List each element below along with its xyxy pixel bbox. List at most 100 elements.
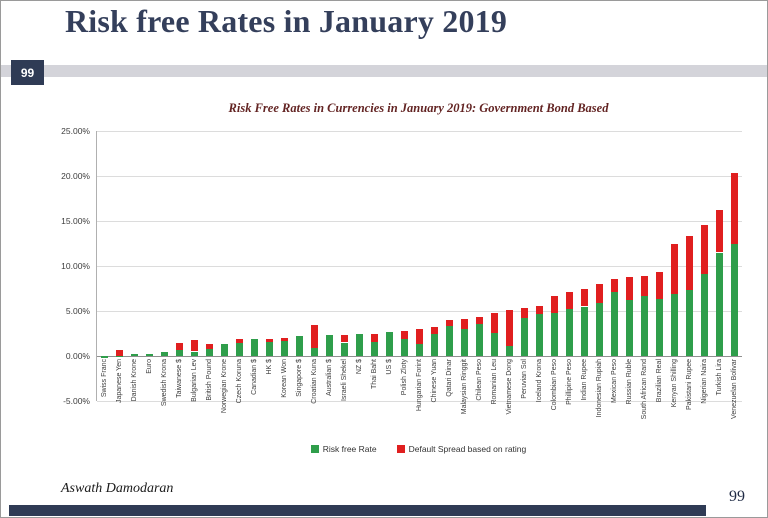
legend-swatch [310,445,319,453]
bar-default-spread [431,327,438,335]
x-axis-label: Chinese Yuan [430,359,438,403]
y-tick-label: 25.00% [61,126,90,136]
bar-risk-free-rate [131,354,138,356]
bar-risk-free-rate [296,336,303,356]
legend-swatch [396,445,405,453]
header-divider-band [1,65,767,77]
bar-default-spread [731,173,738,245]
x-axis-label: South African Rand [640,359,648,420]
bar-default-spread [116,349,123,356]
bar-default-spread [671,244,678,294]
x-axis-label: US $ [385,359,393,375]
bar-default-spread [566,292,573,310]
footer-page-number: 99 [729,488,745,505]
bar-default-spread [416,329,423,345]
bar-default-spread [626,276,633,301]
x-axis-label: Danish Krone [130,359,138,402]
bar-risk-free-rate [536,313,543,356]
y-tick-label: 10.00% [61,261,90,271]
x-axis-label: Kenyan Shilling [670,359,678,408]
footer-author: Aswath Damodaran [61,481,174,496]
chart-title: Risk Free Rates in Currencies in January… [228,101,609,115]
bar-default-spread [401,330,408,339]
x-axis-label: Swedish Krona [160,359,168,407]
bar-default-spread [176,342,183,350]
x-axis-label: Mexican Peso [610,359,618,403]
x-axis-label: Colombian Peso [550,359,558,411]
bar-risk-free-rate [161,351,168,356]
bar-default-spread [476,317,483,324]
x-axis-label: Chilean Peso [475,359,483,401]
bar-default-spread [461,319,468,329]
x-axis-label: Iceland Krona [535,359,543,403]
gridline [97,176,742,177]
y-tick-label: 15.00% [61,216,90,226]
bar-risk-free-rate [551,312,558,356]
bar-risk-free-rate [506,346,513,356]
x-axis-label: Pakistani Rupee [685,359,693,410]
x-axis-label: Australian $ [325,359,333,396]
bar-default-spread [581,289,588,307]
bar-default-spread [596,284,603,303]
legend-label: Default Spread based on rating [408,444,527,454]
bar-risk-free-rate [371,341,378,356]
bar-risk-free-rate [101,356,108,358]
bar-risk-free-rate [326,335,333,356]
bar-default-spread [206,344,213,349]
x-axis-label: Venezuelan Bolivar [730,359,738,419]
bar-risk-free-rate [446,326,453,356]
x-axis-label: Bulgarian Lev [190,359,198,402]
bar-risk-free-rate [191,351,198,356]
bar-risk-free-rate [731,244,738,356]
bar-default-spread [281,338,288,341]
bar-risk-free-rate [236,343,243,356]
legend-label: Risk free Rate [322,444,377,454]
bar-risk-free-rate [566,309,573,356]
bar-risk-free-rate [641,295,648,356]
x-axis-label: Taiwanese $ [175,359,183,398]
bar-default-spread [266,338,273,342]
bar-risk-free-rate [716,252,723,356]
x-axis-label: Korean Won [280,359,288,398]
bar-default-spread [716,210,723,253]
x-axis-label: Qatari Dinar [445,359,453,397]
bar-risk-free-rate [206,348,213,356]
x-axis-label: Malaysian Ringgit [460,359,468,415]
footer-bar [9,505,706,516]
x-axis-label: Peruvian Sol [520,359,528,399]
bar-default-spread [491,312,498,333]
x-axis-label: Euro [145,359,153,374]
plot-area: Swiss Franc Japanese Yen Danish Krone Euro S… [96,131,742,419]
y-tick-label: 5.00% [65,306,90,316]
bar-default-spread [521,308,528,319]
x-axis-label: NZ $ [355,359,363,375]
x-axis-label: Romanian Leu [490,359,498,405]
x-axis-label: Japanese Yen [115,359,123,403]
bar-risk-free-rate [311,347,318,356]
bar-risk-free-rate [341,342,348,356]
bar-risk-free-rate [611,292,618,356]
bar-default-spread [236,338,243,344]
bar-risk-free-rate [401,338,408,356]
x-axis-label: Czech Koruna [235,359,243,404]
bar-risk-free-rate [221,344,228,356]
x-axis-label: Indonesian Rupiah [595,359,603,418]
gridline [97,401,742,402]
x-axis-label: Turkish Lira [715,359,723,396]
gridline [97,131,742,132]
gridline [97,266,742,267]
y-tick-label: 20.00% [61,171,90,181]
bar-risk-free-rate [671,293,678,356]
bar-default-spread [611,278,618,293]
bar-default-spread [311,325,318,348]
x-axis-label: Vietnamese Dong [505,359,513,415]
legend-item: Risk free Rate [310,444,377,454]
x-axis-label: British Pound [205,359,213,401]
x-axis-label: Phillipine Peso [565,359,573,405]
bar-default-spread [686,236,693,291]
bar-default-spread [446,320,453,327]
page-title: Risk free Rates in January 2019 [65,3,508,39]
bar-risk-free-rate [491,332,498,356]
x-axis-label: Hungarian Forint [415,359,423,412]
x-axis-label: Russian Ruble [625,359,633,405]
